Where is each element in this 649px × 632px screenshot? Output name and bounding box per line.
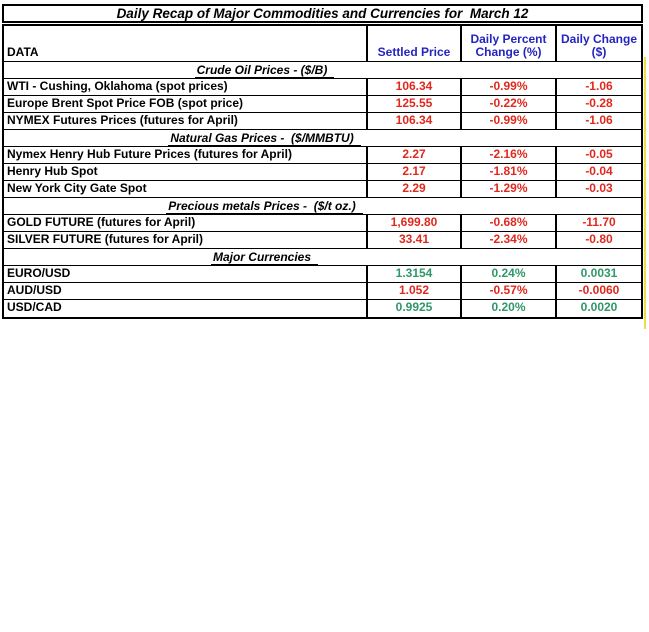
table-row: Nymex Henry Hub Future Prices (futures f… [4, 147, 641, 164]
column-highlight-line [644, 57, 646, 329]
row-label: AUD/USD [4, 283, 368, 299]
row-label: WTI - Cushing, Oklahoma (spot prices) [4, 79, 368, 95]
row-label: Europe Brent Spot Price FOB (spot price) [4, 96, 368, 112]
percent-change-cell: -0.99% [462, 113, 557, 129]
column-header-daily-change: Daily Change ($) [560, 32, 638, 59]
section-header-label: Natural Gas Prices - ($/MMBTU) [168, 131, 361, 146]
dollar-change-cell: -0.04 [585, 164, 613, 178]
column-header-data: DATA [4, 26, 368, 61]
table-row: Europe Brent Spot Price FOB (spot price)… [4, 96, 641, 113]
percent-change-cell: 0.24% [462, 266, 557, 282]
table-row: USD/CAD 0.9925 0.20% 0.0020 [4, 300, 641, 317]
table-row: New York City Gate Spot 2.29 -1.29% -0.0… [4, 181, 641, 198]
report-title: Daily Recap of Major Commodities and Cur… [116, 5, 529, 21]
dollar-change-cell: 0.0020 [580, 300, 618, 314]
settled-price-cell: 1.052 [368, 283, 462, 299]
percent-change-cell: -0.68% [462, 215, 557, 231]
row-label: New York City Gate Spot [4, 181, 368, 197]
percent-change-cell: -2.16% [462, 147, 557, 163]
section-header-label: Crude Oil Prices - ($/B) [194, 63, 335, 78]
percent-change-cell: -2.34% [462, 232, 557, 248]
table-row: AUD/USD 1.052 -0.57% -0.0060 [4, 283, 641, 300]
section-header-natural-gas: Natural Gas Prices - ($/MMBTU) [4, 130, 641, 147]
row-label: NYMEX Futures Prices (futures for April) [4, 113, 368, 129]
table-row: SILVER FUTURE (futures for April) 33.41 … [4, 232, 641, 249]
dollar-change-cell: -0.05 [585, 147, 613, 161]
row-label: GOLD FUTURE (futures for April) [4, 215, 368, 231]
percent-change-cell: -0.57% [462, 283, 557, 299]
dollar-change-cell: -0.03 [585, 181, 613, 195]
section-header-precious-metals: Precious metals Prices - ($/t oz.) [4, 198, 641, 215]
settled-price-cell: 2.29 [368, 181, 462, 197]
percent-change-cell: 0.20% [462, 300, 557, 317]
settled-price-cell: 125.55 [368, 96, 462, 112]
dollar-change-cell: -0.0060 [578, 283, 620, 297]
column-header-daily-percent-change: Daily Percent Change (%) [462, 26, 557, 61]
dollar-change-cell: 0.0031 [580, 266, 618, 280]
settled-price-cell: 2.27 [368, 147, 462, 163]
row-label: USD/CAD [4, 300, 368, 317]
section-header-label: Major Currencies [210, 250, 319, 265]
table-row: Henry Hub Spot 2.17 -1.81% -0.04 [4, 164, 641, 181]
settled-price-cell: 2.17 [368, 164, 462, 180]
row-label: SILVER FUTURE (futures for April) [4, 232, 368, 248]
settled-price-cell: 106.34 [368, 113, 462, 129]
section-header-major-currencies: Major Currencies [4, 249, 641, 266]
row-label: Nymex Henry Hub Future Prices (futures f… [4, 147, 368, 163]
percent-change-cell: -0.22% [462, 96, 557, 112]
dollar-change-cell: -1.06 [585, 79, 613, 93]
section-header-crude-oil: Crude Oil Prices - ($/B) [4, 62, 641, 79]
dollar-change-cell: -0.28 [585, 96, 613, 110]
percent-change-cell: -0.99% [462, 79, 557, 95]
settled-price-cell: 33.41 [368, 232, 462, 248]
table-row: GOLD FUTURE (futures for April) 1,699.80… [4, 215, 641, 232]
row-label: Henry Hub Spot [4, 164, 368, 180]
table-row: WTI - Cushing, Oklahoma (spot prices) 10… [4, 79, 641, 96]
settled-price-cell: 106.34 [368, 79, 462, 95]
settled-price-cell: 1,699.80 [368, 215, 462, 231]
table-row: EURO/USD 1.3154 0.24% 0.0031 [4, 266, 641, 283]
settled-price-cell: 0.9925 [368, 300, 462, 317]
column-header-settled-price: Settled Price [368, 26, 462, 61]
commodities-table: DATA Settled Price Daily Percent Change … [2, 24, 643, 319]
dollar-change-cell: -11.70 [582, 215, 616, 229]
table-row: NYMEX Futures Prices (futures for April)… [4, 113, 641, 130]
section-header-label: Precious metals Prices - ($/t oz.) [166, 199, 363, 214]
dollar-change-cell: -1.06 [585, 113, 613, 127]
report-title-box: Daily Recap of Major Commodities and Cur… [2, 4, 643, 23]
dollar-change-cell: -0.80 [585, 232, 613, 246]
settled-price-cell: 1.3154 [368, 266, 462, 282]
row-label: EURO/USD [4, 266, 368, 282]
percent-change-cell: -1.29% [462, 181, 557, 197]
percent-change-cell: -1.81% [462, 164, 557, 180]
table-header-row: DATA Settled Price Daily Percent Change … [4, 26, 641, 62]
